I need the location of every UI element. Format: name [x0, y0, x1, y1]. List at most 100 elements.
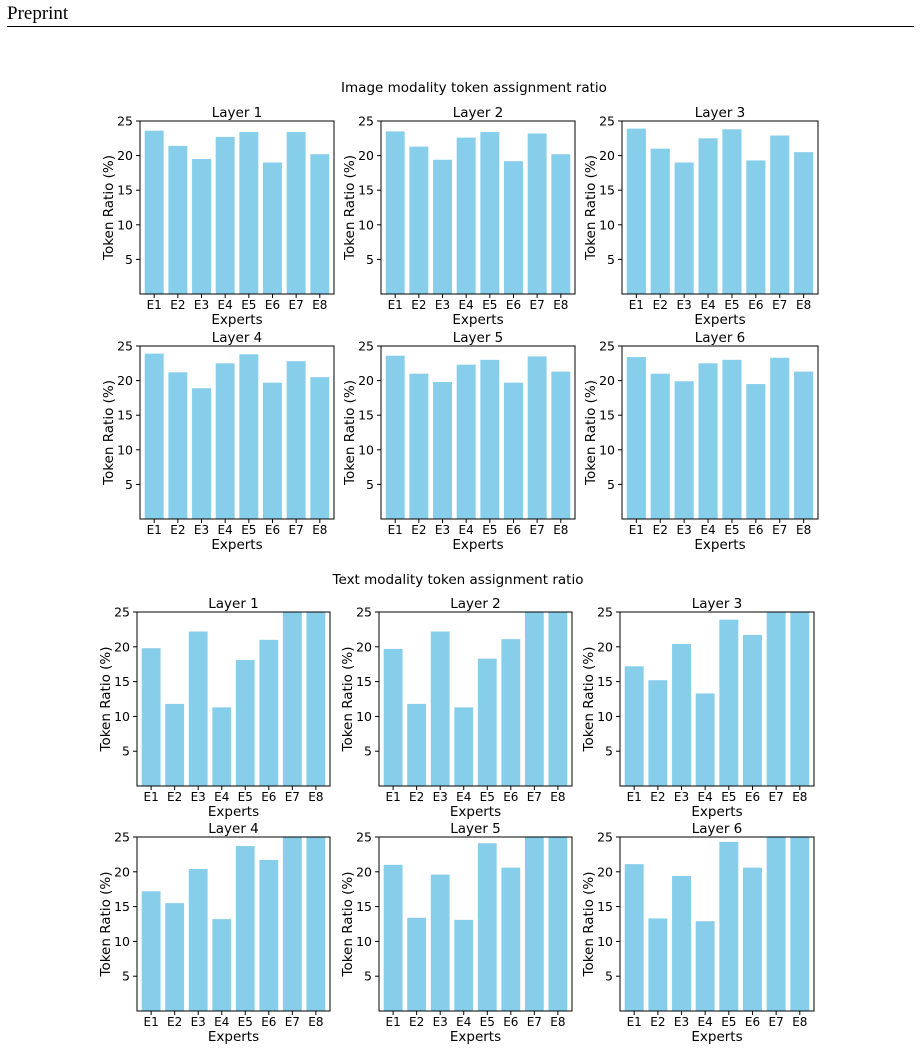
subplot-title: Layer 6: [692, 821, 743, 837]
x-tick-label: E1: [627, 1015, 642, 1029]
x-tick-label: E3: [435, 298, 450, 312]
axes-frame: [378, 836, 573, 1012]
y-tick-label: 5: [607, 252, 615, 267]
x-tick-label: E3: [674, 1015, 689, 1029]
x-axis-label: Experts: [208, 1029, 259, 1045]
bar: [144, 130, 164, 294]
y-axis-label: Token Ratio (%): [342, 155, 358, 261]
x-tick-label: E6: [503, 790, 518, 804]
bar: [286, 132, 306, 294]
x-axis-label: Experts: [691, 1029, 742, 1045]
subplot: 5 10 15 20 25 E1 E2 E3 E4 E5 E6 E7 E8 Layer 4 Experts T…: [101, 330, 335, 553]
y-tick-label: 10: [117, 217, 133, 232]
y-tick-label: 20: [117, 373, 133, 388]
group-title-image: Image modality token assignment ratio: [341, 80, 607, 96]
y-tick-label: 20: [597, 639, 613, 654]
y-tick-label: 10: [358, 217, 374, 232]
x-tick-label: E5: [721, 1015, 736, 1029]
y-tick-label: 5: [607, 477, 615, 492]
subplot: 5 10 15 20 25 E1 E2 E3 E4 E5 E6 E7 E8 Layer 5 Experts T…: [342, 330, 576, 553]
x-tick-label: E6: [745, 1015, 760, 1029]
x-tick-label: E2: [167, 790, 182, 804]
subplot-title: Layer 2: [453, 105, 504, 121]
y-tick-label: 5: [605, 969, 613, 984]
x-tick-label: E2: [170, 298, 185, 312]
x-axis-label: Experts: [694, 312, 745, 328]
y-tick-label: 25: [358, 114, 374, 129]
bar: [286, 361, 306, 519]
bar: [212, 919, 232, 1011]
x-tick-label: E8: [792, 1015, 807, 1029]
x-tick-label: E2: [650, 1015, 665, 1029]
bar: [719, 619, 739, 786]
y-tick-label: 10: [356, 709, 372, 724]
x-tick-label: E6: [506, 298, 521, 312]
x-tick-label: E3: [191, 790, 206, 804]
y-tick-label: 25: [114, 605, 130, 620]
subplot-title: Layer 5: [450, 821, 501, 837]
y-tick-label: 20: [117, 148, 133, 163]
x-tick-label: E1: [144, 1015, 159, 1029]
y-tick-label: 5: [364, 969, 372, 984]
bar: [770, 357, 790, 519]
x-tick-label: E5: [482, 523, 497, 537]
bar: [695, 921, 715, 1011]
bar: [477, 658, 497, 786]
bar: [454, 707, 474, 786]
bar: [168, 372, 188, 519]
x-tick-label: E2: [409, 1015, 424, 1029]
y-tick-label: 25: [599, 114, 615, 129]
y-tick-label: 25: [597, 605, 613, 620]
subplot-title: Layer 2: [450, 596, 501, 612]
x-tick-label: E1: [144, 790, 159, 804]
bar: [239, 132, 259, 294]
bar: [306, 612, 326, 786]
x-tick-label: E8: [308, 790, 323, 804]
bar: [235, 846, 255, 1011]
x-axis-label: Experts: [450, 1029, 501, 1045]
bar: [524, 837, 544, 1011]
header-rule: [7, 26, 914, 27]
y-tick-label: 25: [358, 339, 374, 354]
x-tick-label: E5: [480, 790, 495, 804]
y-tick-label: 25: [114, 830, 130, 845]
bar: [766, 837, 786, 1011]
bar: [746, 384, 766, 519]
bar: [235, 660, 255, 786]
x-tick-label: E3: [433, 1015, 448, 1029]
x-tick-label: E6: [506, 523, 521, 537]
x-tick-label: E6: [261, 1015, 276, 1029]
y-axis-label: Token Ratio (%): [340, 871, 356, 977]
x-tick-label: E7: [527, 1015, 542, 1029]
subplot: 5 10 15 20 25 E1 E2 E3 E4 E5 E6 E7 E8 Layer 4 Experts T…: [98, 821, 331, 1045]
axes-frame: [139, 345, 335, 520]
y-axis-label: Token Ratio (%): [581, 871, 597, 977]
x-tick-label: E4: [700, 298, 715, 312]
y-tick-label: 5: [364, 744, 372, 759]
bar: [524, 612, 544, 786]
y-axis-label: Token Ratio (%): [101, 155, 117, 261]
x-tick-label: E4: [456, 1015, 471, 1029]
y-tick-label: 15: [114, 899, 130, 914]
axes-frame: [136, 836, 331, 1012]
x-tick-label: E7: [530, 298, 545, 312]
bar: [192, 388, 211, 519]
y-axis-label: Token Ratio (%): [342, 380, 358, 486]
x-tick-label: E3: [194, 523, 209, 537]
y-tick-label: 15: [117, 183, 133, 198]
bar: [454, 919, 474, 1011]
x-tick-label: E6: [261, 790, 276, 804]
bar: [383, 864, 403, 1011]
x-tick-label: E7: [289, 523, 304, 537]
x-tick-label: E2: [650, 790, 665, 804]
bar: [165, 703, 185, 786]
y-tick-label: 20: [114, 864, 130, 879]
bar: [168, 145, 188, 294]
x-tick-label: E5: [480, 1015, 495, 1029]
x-tick-label: E8: [792, 790, 807, 804]
axes-frame: [621, 120, 819, 295]
bar: [409, 373, 429, 519]
y-tick-label: 20: [358, 148, 374, 163]
x-axis-label: Experts: [211, 537, 262, 553]
